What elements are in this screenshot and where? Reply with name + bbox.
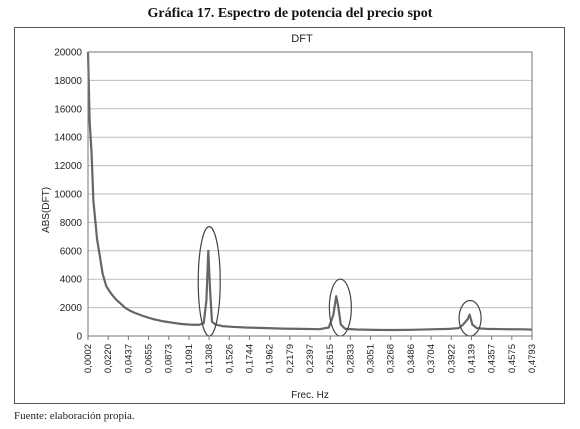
y-tick-label: 10000 bbox=[54, 190, 82, 201]
x-tick-label: 0,1091 bbox=[184, 344, 195, 373]
y-tick-label: 6000 bbox=[60, 246, 83, 257]
x-tick-label: 0,4139 bbox=[466, 344, 477, 373]
y-tick-labels: 0 2000 4000 6000 8000 10000 12000 14000 16000 180… bbox=[54, 48, 82, 343]
x-tick-labels: 0,0002 0,0220 0,0437 0,0655 0,0873 0,1091 0,13… bbox=[83, 336, 538, 373]
y-tick-label: 16000 bbox=[54, 104, 82, 115]
y-tick-label: 20000 bbox=[54, 48, 82, 59]
x-tick-label: 0,2615 bbox=[325, 344, 336, 373]
x-tick-label: 0,4793 bbox=[527, 344, 538, 373]
source-note: Fuente: elaboración propia. bbox=[14, 410, 135, 422]
x-tick-label: 0,3486 bbox=[406, 344, 417, 373]
x-tick-label: 0,3704 bbox=[426, 344, 437, 373]
x-tick-label: 0,1744 bbox=[244, 344, 255, 373]
plot-area-border bbox=[87, 51, 533, 337]
x-tick-label: 0,2833 bbox=[345, 344, 356, 373]
y-tick-label: 12000 bbox=[54, 161, 82, 172]
y-tick-label: 8000 bbox=[60, 218, 83, 229]
x-tick-label: 0,3268 bbox=[386, 344, 397, 373]
series-layer bbox=[86, 51, 533, 332]
x-tick-label: 0,4357 bbox=[487, 344, 498, 373]
x-tick-label: 0,3922 bbox=[446, 344, 457, 373]
x-tick-label: 0,1962 bbox=[265, 344, 276, 373]
x-tick-label: 0,1526 bbox=[224, 344, 235, 373]
x-tick-label: 0,0655 bbox=[144, 344, 155, 373]
x-tick-label: 0,0220 bbox=[103, 344, 114, 373]
y-tick-label: 18000 bbox=[54, 76, 82, 87]
x-tick-label: 0,3051 bbox=[366, 344, 377, 373]
y-tick-label: 4000 bbox=[60, 275, 83, 286]
x-tick-label: 0,2179 bbox=[285, 344, 296, 373]
chart-title: DFT bbox=[291, 33, 313, 45]
dft-chart: DFT 0 2000 4000 6000 8000 10000 12000 14000 1600… bbox=[41, 33, 538, 401]
x-tick-label: 0,0437 bbox=[123, 344, 134, 373]
x-tick-label: 0,0002 bbox=[83, 344, 94, 373]
x-tick-label: 0,2397 bbox=[305, 344, 316, 373]
y-tick-label: 2000 bbox=[60, 303, 83, 314]
y-tick-label: 0 bbox=[76, 332, 82, 343]
chart-frame: DFT 0 2000 4000 6000 8000 10000 12000 14000 1600… bbox=[14, 27, 565, 404]
figure-title: Gráfica 17. Espectro de potencia del pre… bbox=[147, 6, 433, 21]
x-tick-label: 0,4575 bbox=[507, 344, 518, 373]
dft-series-line bbox=[86, 51, 533, 332]
y-axis-label: ABS(DFT) bbox=[41, 187, 52, 233]
x-axis-label: Frec. Hz bbox=[291, 390, 329, 401]
x-tick-label: 0,0873 bbox=[164, 344, 175, 373]
grid-lines bbox=[88, 51, 532, 337]
x-tick-label: 0,1308 bbox=[204, 344, 215, 373]
y-tick-label: 14000 bbox=[54, 133, 82, 144]
